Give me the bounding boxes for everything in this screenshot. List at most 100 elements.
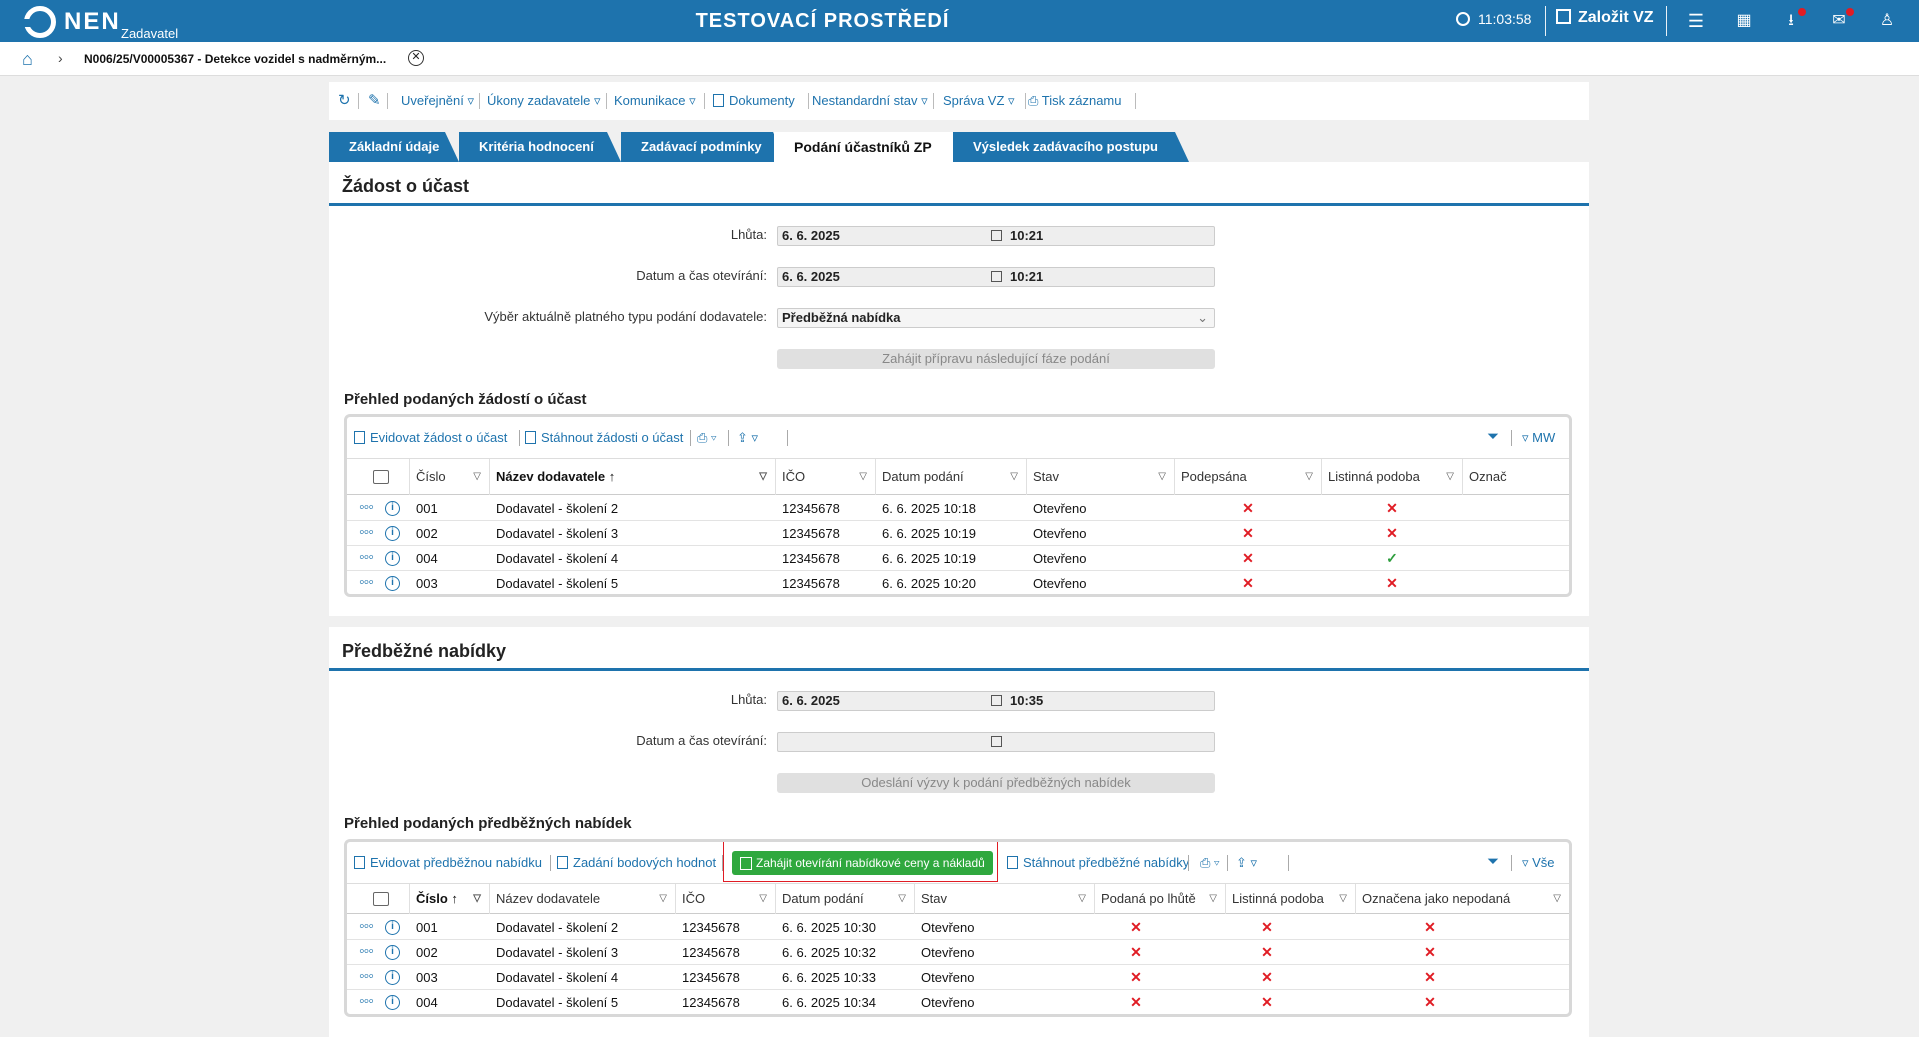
odeslani-vyzvy-button[interactable]: Odeslání výzvy k podání předběžných nabí… [777, 773, 1215, 793]
zahajit-pripravu-button[interactable]: Zahájit přípravu následující fáze podání [777, 349, 1215, 369]
more-icon[interactable]: ◦◦◦ [359, 499, 374, 516]
stahnout-zadosti-button[interactable]: Stáhnout žádosti o účast [525, 430, 683, 445]
menu-ukony[interactable]: Úkony zadavatele ▿ [487, 93, 601, 108]
column-header-cislo[interactable]: Číslo ▽ [410, 459, 490, 495]
tab-kriteria[interactable]: Kritéria hodnocení [459, 132, 621, 162]
table-row[interactable]: ◦◦◦ i 003 Dodavatel - školení 4 12345678 … [347, 965, 1569, 990]
filter-arrow-icon[interactable]: ▽ [1078, 893, 1086, 904]
filter-arrow-icon[interactable]: ▽ [659, 893, 667, 904]
column-header-podepsana[interactable]: Podepsána ▽ [1175, 459, 1322, 495]
home-icon[interactable]: ⌂ [22, 49, 33, 69]
column-header-stav[interactable]: Stav ▽ [915, 884, 1095, 914]
tab-podani-ucastniku[interactable]: Podání účastníků ZP [774, 132, 967, 162]
table-row[interactable]: ◦◦◦ i 004 Dodavatel - školení 4 12345678 … [347, 546, 1569, 571]
column-header-listinna[interactable]: Listinná podoba ▽ [1226, 884, 1356, 914]
more-icon[interactable]: ◦◦◦ [359, 918, 374, 935]
info-icon[interactable]: i [385, 551, 400, 566]
tab-zadavaci-podminky[interactable]: Zadávací podmínky [621, 132, 787, 162]
table-row[interactable]: ◦◦◦ i 003 Dodavatel - školení 5 12345678 … [347, 571, 1569, 594]
filter-arrow-icon[interactable]: ▽ [1339, 893, 1347, 904]
table-row[interactable]: ◦◦◦ i 002 Dodavatel - školení 3 12345678 … [347, 521, 1569, 546]
menu-komunikace[interactable]: Komunikace ▿ [614, 93, 696, 108]
filter-arrow-icon[interactable]: ▽ [1446, 471, 1454, 482]
info-icon[interactable]: i [385, 576, 400, 591]
filter-arrow-icon[interactable]: ▽ [1553, 893, 1561, 904]
filter-arrow-icon[interactable]: ▽ [759, 893, 767, 904]
filter-icon[interactable]: ⏷ [1487, 853, 1500, 870]
typ-podani-select[interactable]: Předběžná nabídka ⌄ [777, 308, 1215, 328]
more-icon[interactable]: ◦◦◦ [359, 993, 374, 1010]
evidovat-predbeznou-button[interactable]: Evidovat předběžnou nabídku [354, 855, 542, 870]
refresh-icon[interactable]: ↻ [338, 92, 351, 109]
filter-arrow-icon[interactable]: ▽ [1158, 471, 1166, 482]
info-icon[interactable]: i [385, 526, 400, 541]
nen-logo-icon[interactable] [23, 6, 56, 38]
info-icon[interactable]: i [385, 920, 400, 935]
filter-arrow-icon[interactable]: ▽ [1010, 471, 1018, 482]
more-icon[interactable]: ◦◦◦ [359, 549, 374, 566]
print-menu[interactable]: ⎙ ▿ [697, 430, 717, 445]
filter-arrow-icon[interactable]: ▽ [1209, 893, 1217, 904]
column-settings[interactable] [347, 884, 410, 914]
table-row[interactable]: ◦◦◦ i 004 Dodavatel - školení 5 12345678 … [347, 990, 1569, 1014]
menu-dokumenty[interactable]: Dokumenty [713, 93, 795, 108]
column-header-ico[interactable]: IČO ▽ [676, 884, 776, 914]
user-icon[interactable]: ♙ [1879, 12, 1895, 29]
filter-arrow-icon[interactable]: ▽ [473, 893, 481, 904]
column-settings[interactable] [347, 459, 410, 495]
filter-arrow-icon[interactable]: ▽ [759, 471, 767, 482]
print-menu[interactable]: ⎙ ▿ [1200, 855, 1220, 870]
column-header-datum[interactable]: Datum podání ▽ [876, 459, 1027, 495]
view-selector[interactable]: ▿ Vše [1522, 855, 1555, 870]
view-selector[interactable]: ▿ MW [1522, 430, 1556, 445]
filter-icon[interactable]: ⏷ [1487, 428, 1500, 445]
calendar-icon[interactable]: ▦ [1736, 12, 1752, 29]
info-icon[interactable]: i [385, 995, 400, 1010]
stahnout-predbezne-button[interactable]: Stáhnout předběžné nabídky [1007, 855, 1189, 870]
column-header-ico[interactable]: IČO ▽ [776, 459, 876, 495]
zadani-bodovych-button[interactable]: Zadání bodových hodnot [557, 855, 716, 870]
evidovat-zadost-button[interactable]: Evidovat žádost o účast [354, 430, 507, 445]
menu-uverejneni[interactable]: Uveřejnění ▿ [401, 93, 475, 108]
column-header-po-lhute[interactable]: Podaná po lhůtě ▽ [1095, 884, 1226, 914]
column-header-datum[interactable]: Datum podání ▽ [776, 884, 915, 914]
export-menu[interactable]: ⇪ ▿ [737, 430, 759, 445]
download-icon[interactable]: ⭳ [1780, 8, 1806, 32]
info-icon[interactable]: i [385, 945, 400, 960]
tab-zakladni-udaje[interactable]: Základní údaje [329, 132, 459, 162]
filter-arrow-icon[interactable]: ▽ [898, 893, 906, 904]
pencil-icon[interactable]: ✎ [368, 92, 381, 109]
menu-tisk[interactable]: ⎙ Tisk záznamu [1028, 93, 1122, 109]
zahajit-otevirani-button[interactable]: Zahájit otevírání nabídkové ceny a nákla… [732, 851, 993, 875]
more-icon[interactable]: ◦◦◦ [359, 968, 374, 985]
info-icon[interactable]: i [385, 501, 400, 516]
logo-text[interactable]: NEN [64, 8, 121, 35]
menu-nestandardni[interactable]: Nestandardní stav ▿ [812, 93, 928, 108]
menu-sprava[interactable]: Správa VZ ▿ [943, 93, 1015, 108]
column-header-nazev[interactable]: Název dodavatele ▽ [490, 884, 676, 914]
filter-arrow-icon[interactable]: ▽ [1305, 471, 1313, 482]
column-header-cislo[interactable]: Číslo ↑ ▽ [410, 884, 490, 914]
export-menu[interactable]: ⇪ ▿ [1236, 855, 1258, 870]
menu-icon[interactable]: ☰ [1687, 11, 1705, 31]
mail-icon[interactable]: ✉ [1828, 8, 1854, 32]
table-row[interactable]: ◦◦◦ i 001 Dodavatel - školení 2 12345678 … [347, 496, 1569, 521]
create-vz-button[interactable]: Založit VZ [1556, 9, 1654, 27]
more-icon[interactable]: ◦◦◦ [359, 574, 374, 591]
filter-arrow-icon[interactable]: ▽ [473, 471, 481, 482]
column-header-listinna[interactable]: Listinná podoba ▽ [1322, 459, 1463, 495]
column-header-oznac[interactable]: Označ [1463, 459, 1569, 495]
tab-vysledek[interactable]: Výsledek zadávacího postupu [953, 132, 1189, 162]
breadcrumb-item[interactable]: N006/25/V00005367 - Detekce vozidel s na… [84, 52, 387, 66]
table-row[interactable]: ◦◦◦ i 002 Dodavatel - školení 3 12345678 … [347, 940, 1569, 965]
cell-datum: 6. 6. 2025 10:19 [882, 526, 976, 541]
table-row[interactable]: ◦◦◦ i 001 Dodavatel - školení 2 12345678 … [347, 915, 1569, 940]
column-header-stav[interactable]: Stav ▽ [1027, 459, 1175, 495]
close-icon[interactable]: ✕ [408, 50, 424, 66]
column-header-nazev[interactable]: Název dodavatele ↑ ▽ [490, 459, 776, 495]
column-header-nepodana[interactable]: Označena jako nepodaná ▽ [1356, 884, 1569, 914]
filter-arrow-icon[interactable]: ▽ [859, 471, 867, 482]
more-icon[interactable]: ◦◦◦ [359, 943, 374, 960]
more-icon[interactable]: ◦◦◦ [359, 524, 374, 541]
info-icon[interactable]: i [385, 970, 400, 985]
